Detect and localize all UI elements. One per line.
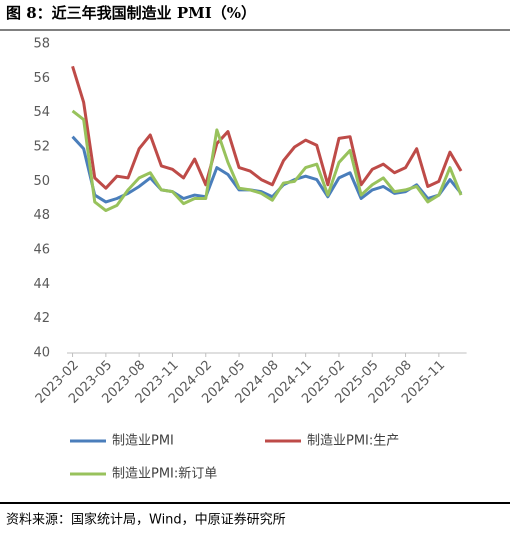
y-tick-label: 40 xyxy=(33,346,50,361)
y-tick-label: 42 xyxy=(33,311,50,326)
y-tick-label: 48 xyxy=(33,208,50,223)
series-line xyxy=(71,109,463,213)
y-tick-label: 50 xyxy=(33,174,50,189)
legend-label: 制造业PMI:生产 xyxy=(307,434,399,449)
y-tick-label: 54 xyxy=(33,105,50,120)
legend-label: 制造业PMI xyxy=(112,434,174,449)
source: 资料来源：国家统计局，Wind，中原证券研究所 xyxy=(6,512,286,528)
chart-title: 图 8：近三年我国制造业 PMI（%） xyxy=(6,4,256,22)
y-tick-label: 52 xyxy=(33,140,50,155)
series-line xyxy=(71,135,463,204)
y-tick-label: 56 xyxy=(33,71,50,86)
y-tick-label: 46 xyxy=(33,243,50,258)
series-line xyxy=(71,65,463,190)
legend-label: 制造业PMI:新订单 xyxy=(112,466,217,482)
y-tick-label: 44 xyxy=(33,277,50,292)
y-tick-label: 58 xyxy=(33,37,50,52)
